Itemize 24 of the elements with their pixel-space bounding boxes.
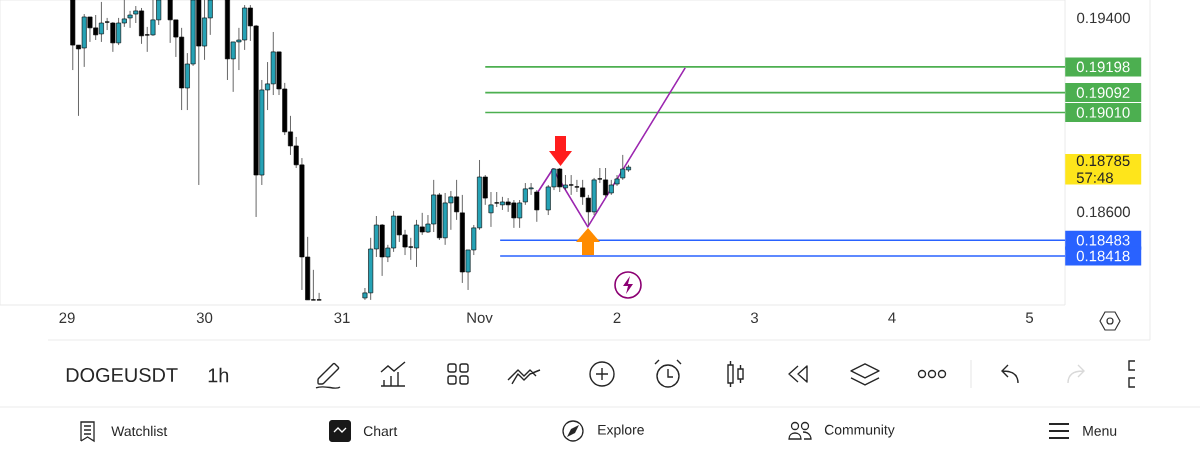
text: Chart [363, 425, 398, 437]
y-tick-label: 0.18600 [1077, 206, 1130, 218]
text: Explore [598, 424, 644, 438]
x-tick-label: 3 [750, 312, 759, 324]
x-tick-label: 30 [196, 312, 213, 324]
text: 57:48 [1076, 172, 1113, 184]
text: 1h [208, 367, 229, 383]
x-tick-label: 2 [613, 312, 621, 323]
text: Community [824, 424, 895, 438]
x-tick-label: 31 [334, 312, 350, 324]
data-label: 0.18483 [1076, 234, 1130, 246]
x-tick-label: 29 [59, 312, 75, 324]
x-tick-label: Nov [467, 312, 493, 323]
data-label: 0.18418 [1076, 250, 1130, 262]
text: Watchlist [111, 425, 168, 437]
text: 0.18785 [1076, 155, 1130, 167]
data-label: 0.19198 [1076, 61, 1130, 73]
x-tick-label: 5 [1025, 312, 1034, 323]
text: DOGEUSDT [66, 367, 178, 383]
x-tick-label: 4 [888, 312, 896, 323]
text: Menu [1083, 426, 1117, 436]
y-tick-label: 0.19400 [1077, 12, 1130, 24]
data-label: 0.19092 [1076, 87, 1130, 98]
data-label: 0.19010 [1076, 107, 1130, 118]
